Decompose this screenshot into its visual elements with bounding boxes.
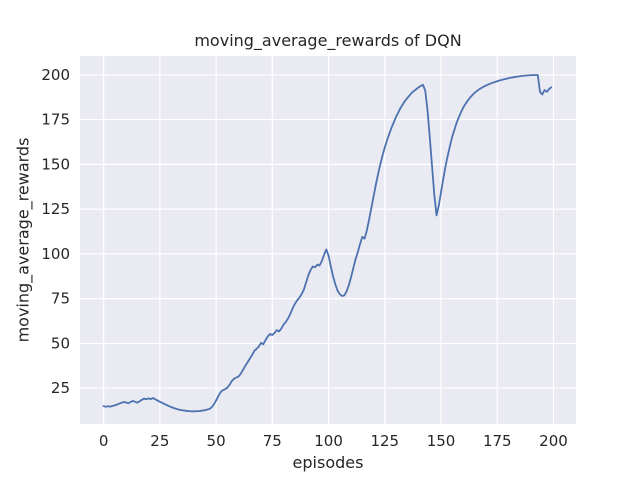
y-axis-label: moving_average_rewards [13,137,33,343]
chart-title: moving_average_rewards of DQN [194,31,462,50]
x-tick-label: 175 [483,432,512,450]
x-tick-label: 75 [263,432,282,450]
x-tick-label: 200 [539,432,568,450]
x-tick-label: 0 [99,432,109,450]
y-tick-label: 100 [41,245,70,263]
x-tick-label: 125 [370,432,399,450]
x-tick-label: 100 [314,432,343,450]
x-tick-label: 50 [207,432,226,450]
y-tick-label: 150 [41,155,70,173]
x-tick-label: 150 [427,432,456,450]
y-tick-label: 25 [51,379,70,397]
series-line [102,74,553,413]
y-tick-label: 50 [51,334,70,352]
y-tick-label: 175 [41,111,70,129]
y-tick-label: 125 [41,200,70,218]
x-axis-label: episodes [292,453,364,472]
y-tick-label: 200 [41,66,70,84]
x-tick-label: 25 [150,432,169,450]
y-tick-label: 75 [51,290,70,308]
